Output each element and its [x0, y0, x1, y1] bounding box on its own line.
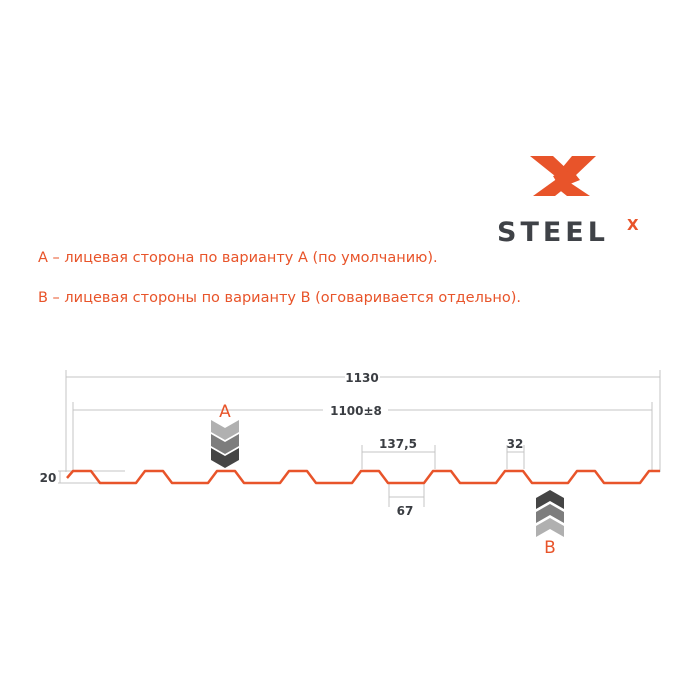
- dim-valley-width: 67: [397, 504, 414, 518]
- side-a-label: A: [219, 402, 231, 422]
- steelx-logo: STEEL X: [497, 156, 639, 248]
- note-side-b: B – лицевая стороны по варианту В (огова…: [38, 290, 522, 306]
- dim-pitch: 137,5: [379, 437, 417, 451]
- sheet-profile: [66, 469, 660, 485]
- side-b-chevrons-icon: [536, 490, 564, 537]
- side-a-chevrons-icon: [211, 420, 239, 468]
- logo-text: STEEL: [497, 217, 609, 248]
- dim-total-width: 1130: [345, 371, 378, 385]
- dim-crest-width: 32: [507, 437, 524, 451]
- dim-useful-width: 1100±8: [330, 404, 382, 418]
- dim-height: 20: [40, 471, 57, 485]
- logo-superscript: X: [627, 216, 639, 234]
- dimension-lines: [58, 370, 661, 507]
- note-side-a: A – лицевая сторона по варианту А (по ум…: [38, 250, 438, 266]
- side-b-label: B: [544, 538, 556, 558]
- x-logo-icon: [530, 156, 596, 196]
